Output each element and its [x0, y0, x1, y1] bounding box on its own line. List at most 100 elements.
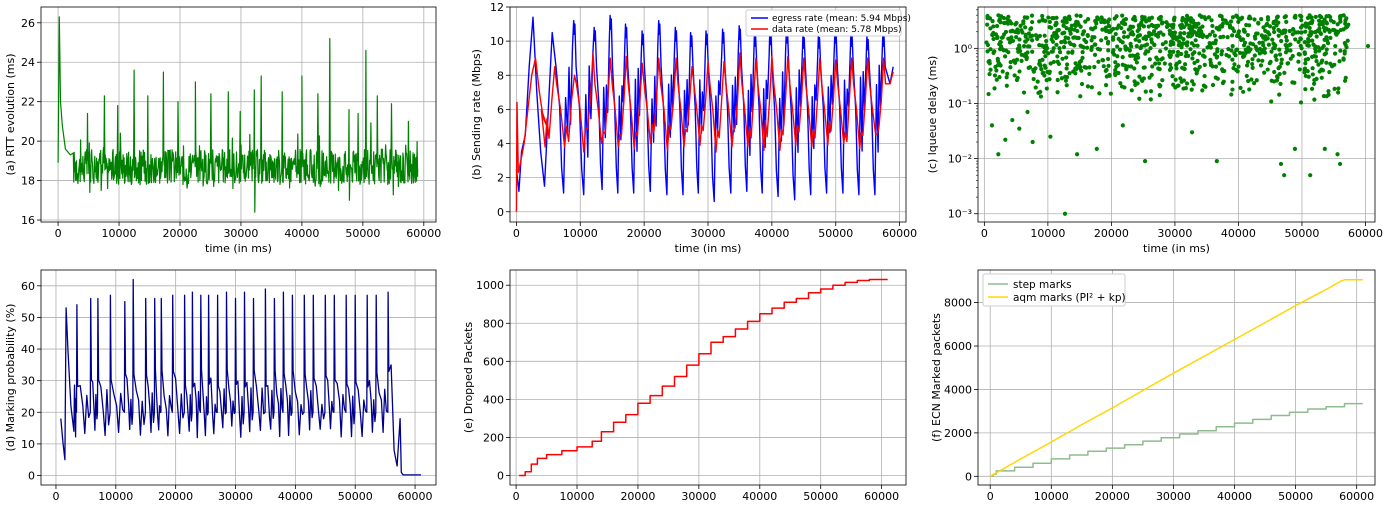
delay-point	[1129, 88, 1134, 93]
panel-e: 0 10000 20000 30000 40000 50000 60000 0 200 400 60…	[462, 269, 907, 503]
delay-point	[1072, 22, 1078, 27]
delay-point	[1014, 20, 1019, 26]
delay-point	[1017, 48, 1023, 54]
delay-point	[1313, 44, 1318, 49]
delay-point	[1336, 90, 1341, 95]
delay-point	[1074, 152, 1080, 157]
delay-point	[1241, 27, 1246, 32]
delay-point	[1246, 45, 1251, 50]
delay-point	[1213, 40, 1218, 46]
y-tick-label: 50	[21, 311, 35, 324]
delay-point	[1171, 82, 1176, 87]
delay-point	[1031, 76, 1036, 82]
delay-point	[1030, 49, 1035, 54]
y-tick-label: 8000	[944, 297, 972, 310]
delay-point	[1192, 60, 1197, 66]
delay-point	[1138, 45, 1143, 50]
delay-point	[997, 75, 1002, 80]
delay-point	[1253, 44, 1258, 49]
delay-point	[1210, 23, 1215, 29]
delay-point	[1114, 14, 1119, 19]
delay-point	[1249, 77, 1254, 82]
delay-point	[1188, 47, 1193, 52]
series-group	[60, 278, 421, 476]
delay-point	[1050, 49, 1055, 54]
delay-point	[1063, 78, 1069, 83]
delay-point	[994, 23, 1000, 29]
y-tick-label: 18	[21, 175, 35, 188]
delay-point	[1090, 35, 1095, 40]
y-tick-label: 0	[497, 469, 504, 482]
delay-point	[1038, 94, 1044, 99]
delay-point	[1199, 31, 1204, 36]
delay-point	[1345, 24, 1350, 29]
delay-point	[1317, 48, 1322, 53]
delay-point	[1073, 71, 1078, 76]
delay-point	[1240, 54, 1246, 59]
delay-point	[1236, 29, 1242, 34]
delay-point	[1196, 21, 1201, 26]
delay-point	[1335, 152, 1340, 157]
delay-point	[1134, 43, 1139, 49]
delay-point	[1343, 42, 1348, 48]
delay-point	[1200, 88, 1205, 93]
delay-point	[1099, 16, 1104, 21]
delay-point	[1064, 55, 1069, 60]
delay-point	[1051, 16, 1056, 21]
delay-point	[1262, 70, 1267, 75]
x-tick-label: 50000	[1284, 227, 1319, 240]
delay-point	[1047, 19, 1052, 25]
delay-point	[1328, 14, 1333, 20]
delay-point	[1197, 51, 1202, 56]
delay-point	[1130, 53, 1135, 58]
delay-point	[1215, 49, 1220, 54]
delay-point	[1148, 46, 1153, 51]
delay-point	[1189, 87, 1194, 92]
delay-point	[1171, 49, 1176, 54]
y-tick-label: 0	[28, 470, 35, 483]
delay-point	[1302, 70, 1307, 75]
delay-point	[994, 77, 999, 82]
delay-point	[1023, 25, 1028, 30]
marking-probability-line	[60, 278, 421, 476]
delay-point	[1137, 24, 1142, 29]
delay-point	[1064, 20, 1069, 25]
delay-point	[1094, 146, 1099, 151]
delay-point	[1334, 32, 1339, 37]
delay-point	[1278, 81, 1283, 86]
x-tick-label: 50000	[818, 227, 853, 240]
delay-point	[1224, 21, 1230, 26]
delay-point	[1043, 18, 1048, 24]
delay-point	[1178, 23, 1183, 28]
delay-point	[1228, 19, 1234, 24]
delay-point	[1116, 23, 1121, 28]
delay-point	[1057, 46, 1062, 51]
x-tick-label: 10000	[1030, 227, 1065, 240]
delay-point	[1051, 59, 1056, 65]
delay-point	[1151, 23, 1156, 29]
delay-point	[1273, 53, 1279, 58]
delay-point	[1324, 35, 1329, 40]
delay-point	[1137, 38, 1142, 44]
delay-point	[1326, 89, 1331, 94]
delay-point	[1308, 173, 1313, 178]
delay-point	[1284, 38, 1289, 43]
delay-point	[1118, 81, 1123, 86]
delay-point	[1285, 61, 1290, 66]
x-tick-label: 10000	[563, 227, 598, 240]
delay-point	[1054, 20, 1059, 25]
delay-point	[1117, 47, 1123, 52]
y-axis-label: (d) Marking probability (%)	[4, 304, 17, 452]
delay-point	[1273, 43, 1278, 48]
delay-point	[1177, 59, 1182, 65]
delay-point	[1037, 43, 1042, 48]
panel-d: 0 10000 20000 30000 40000 50000 60000 0 10 20 30 40…	[4, 269, 437, 503]
delay-point	[1173, 63, 1179, 68]
delay-point	[1240, 51, 1246, 56]
x-tick-label: 40000	[278, 490, 313, 503]
delay-point	[1062, 38, 1067, 44]
delay-point	[1167, 49, 1172, 54]
delay-point	[1236, 19, 1241, 24]
delay-point	[1163, 40, 1168, 45]
delay-point	[1309, 20, 1315, 25]
